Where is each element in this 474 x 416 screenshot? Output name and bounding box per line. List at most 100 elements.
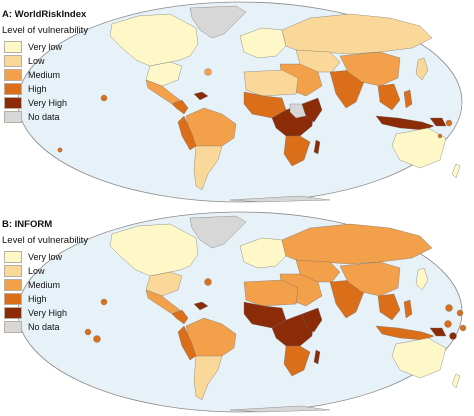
legend-swatch bbox=[4, 279, 22, 291]
region-andes bbox=[177, 325, 197, 361]
region-australia bbox=[391, 337, 447, 379]
panel-b-inform: B: INFORM Level of vulnerability Very lo… bbox=[0, 210, 474, 415]
region-southeast-asia bbox=[377, 83, 401, 111]
region-japan bbox=[415, 267, 429, 291]
legend-item-very-high: Very High bbox=[4, 96, 67, 110]
legend-swatch bbox=[4, 307, 22, 319]
region-central-america bbox=[171, 99, 189, 115]
island-marker bbox=[57, 147, 63, 153]
island-marker bbox=[204, 278, 212, 286]
region-antarctica-edge bbox=[229, 195, 331, 203]
island-marker bbox=[459, 324, 467, 332]
island-marker bbox=[93, 335, 101, 343]
panel-title: B: INFORM bbox=[2, 219, 53, 230]
region-caribbean bbox=[193, 91, 209, 101]
region-madagascar bbox=[313, 139, 321, 155]
island-marker bbox=[84, 328, 92, 336]
island-marker bbox=[204, 68, 212, 76]
legend-item-very-high: Very High bbox=[4, 306, 67, 320]
region-greenland bbox=[189, 5, 247, 39]
legend-item-high: High bbox=[4, 292, 67, 306]
legend-label: High bbox=[28, 294, 47, 304]
legend-label: Low bbox=[28, 56, 45, 66]
legend-title: Level of vulnerability bbox=[2, 25, 89, 36]
legend-swatch bbox=[4, 265, 22, 277]
legend-label: Very High bbox=[28, 308, 68, 318]
legend: Very low Low Medium High Very High No da… bbox=[4, 250, 67, 334]
region-philippines bbox=[403, 89, 413, 109]
region-antarctica-edge bbox=[229, 405, 331, 413]
legend-swatch bbox=[4, 69, 22, 81]
region-central-africa bbox=[271, 313, 315, 347]
legend-label: High bbox=[28, 84, 47, 94]
legend-swatch bbox=[4, 97, 22, 109]
region-north-africa bbox=[243, 279, 299, 307]
region-east-africa bbox=[301, 307, 323, 333]
region-japan bbox=[415, 57, 429, 81]
island-marker bbox=[445, 304, 453, 312]
region-madagascar bbox=[313, 349, 321, 365]
legend-label: No data bbox=[28, 322, 60, 332]
region-greenland bbox=[189, 215, 247, 249]
legend-item-no-data: No data bbox=[4, 320, 67, 334]
legend-swatch bbox=[4, 55, 22, 67]
region-new-zealand bbox=[451, 373, 461, 389]
region-north-africa bbox=[243, 69, 299, 97]
legend-item-high: High bbox=[4, 82, 67, 96]
region-europe bbox=[239, 27, 287, 59]
legend-label: Very High bbox=[28, 98, 68, 108]
legend-label: Medium bbox=[28, 280, 61, 290]
legend-swatch bbox=[4, 251, 22, 263]
island-marker bbox=[437, 133, 443, 139]
region-southern-africa bbox=[283, 345, 311, 377]
legend-item-no-data: No data bbox=[4, 110, 67, 124]
region-north-america-north bbox=[109, 223, 199, 277]
legend-swatch bbox=[4, 83, 22, 95]
legend-item-medium: Medium bbox=[4, 278, 67, 292]
region-andes bbox=[177, 115, 197, 151]
region-papua-new-guinea bbox=[429, 117, 447, 127]
legend-swatch bbox=[4, 321, 22, 333]
legend-item-very-low: Very low bbox=[4, 250, 67, 264]
island-marker bbox=[100, 298, 108, 306]
legend-item-very-low: Very low bbox=[4, 40, 67, 54]
region-central-america bbox=[171, 309, 189, 325]
island-marker bbox=[100, 94, 108, 102]
legend-swatch bbox=[4, 293, 22, 305]
legend-item-medium: Medium bbox=[4, 68, 67, 82]
region-east-africa bbox=[301, 97, 323, 123]
legend-title: Level of vulnerability bbox=[2, 235, 89, 246]
region-indonesia bbox=[375, 325, 435, 341]
legend-item-low: Low bbox=[4, 54, 67, 68]
legend-swatch bbox=[4, 41, 22, 53]
region-north-america-north bbox=[109, 13, 199, 67]
legend-label: Very low bbox=[28, 42, 63, 52]
island-marker bbox=[456, 309, 464, 317]
region-indonesia bbox=[375, 115, 435, 131]
region-china bbox=[339, 51, 401, 87]
region-europe bbox=[239, 237, 287, 269]
region-philippines bbox=[403, 299, 413, 319]
region-papua-new-guinea bbox=[429, 327, 447, 337]
panel-a-worldriskindex: A: WorldRiskIndex Level of vulnerability… bbox=[0, 0, 474, 205]
region-new-zealand bbox=[451, 163, 461, 179]
legend-item-low: Low bbox=[4, 264, 67, 278]
region-south-america-south bbox=[193, 355, 223, 401]
legend-swatch bbox=[4, 111, 22, 123]
region-caribbean bbox=[193, 301, 209, 311]
island-marker bbox=[449, 332, 457, 340]
region-china bbox=[339, 261, 401, 297]
legend-label: Very low bbox=[28, 252, 63, 262]
region-south-america-south bbox=[193, 145, 223, 191]
region-mexico bbox=[145, 79, 181, 105]
legend-label: Low bbox=[28, 266, 45, 276]
island-marker bbox=[444, 320, 452, 328]
legend: Very low Low Medium High Very High No da… bbox=[4, 40, 67, 124]
panel-title: A: WorldRiskIndex bbox=[2, 9, 87, 20]
region-southern-africa bbox=[283, 135, 311, 167]
world-map-a bbox=[17, 1, 463, 203]
region-southeast-asia bbox=[377, 293, 401, 321]
island-marker bbox=[445, 119, 453, 127]
legend-label: No data bbox=[28, 112, 60, 122]
world-map-b bbox=[17, 211, 467, 413]
